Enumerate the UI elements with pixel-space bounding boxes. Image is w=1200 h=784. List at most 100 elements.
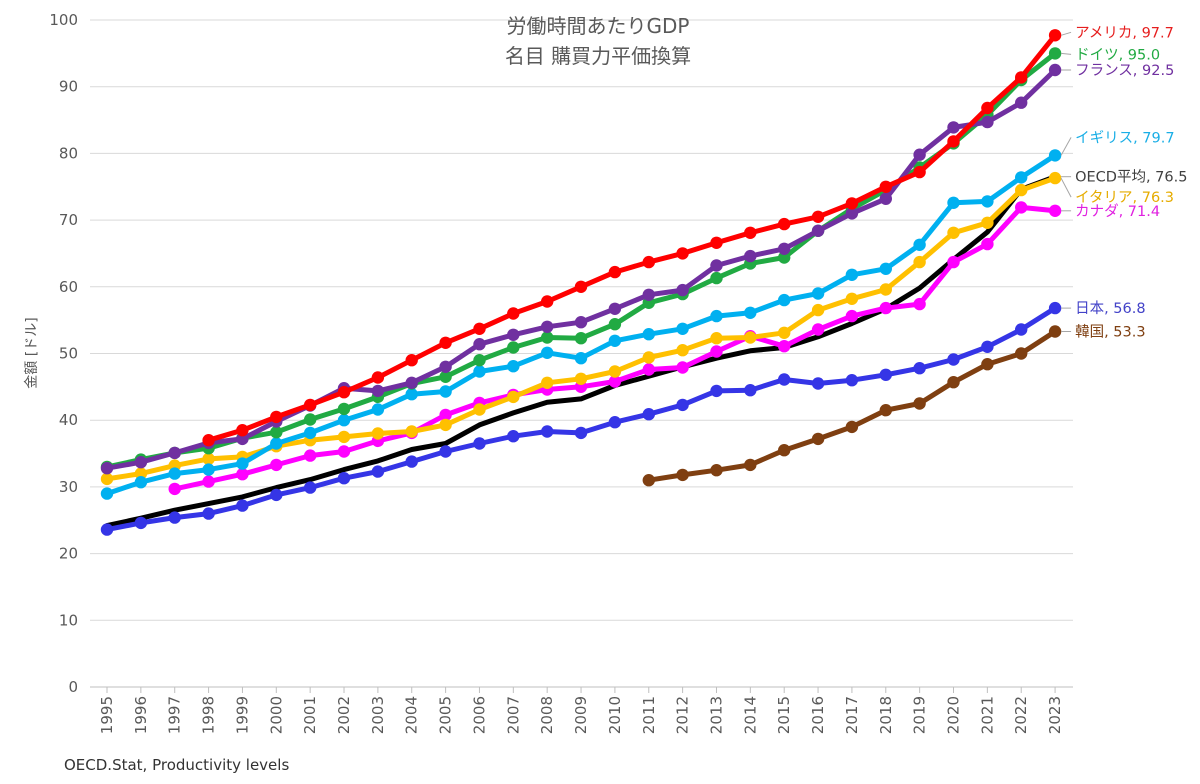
series-end-label: 日本, 56.8 — [1075, 300, 1146, 317]
data-point — [608, 318, 622, 331]
data-point — [811, 303, 825, 317]
x-tick-label: 2012 — [674, 696, 692, 734]
x-axis-ticks: 1995 1996 1997 1998 1999 2000 2001 2002 2003 2004… — [98, 687, 1064, 734]
data-point — [337, 386, 351, 399]
data-point — [642, 408, 655, 421]
x-tick-label: 2011 — [640, 696, 658, 734]
data-point — [744, 384, 757, 397]
y-tick-label: 20 — [59, 545, 78, 563]
data-point — [541, 331, 554, 344]
data-point — [879, 192, 892, 205]
data-point — [981, 216, 994, 229]
data-point — [405, 455, 418, 468]
x-tick-label: 2007 — [504, 696, 522, 734]
x-tick-label: 2009 — [572, 696, 590, 734]
y-tick-label: 90 — [59, 78, 78, 96]
data-point — [608, 365, 622, 378]
y-tick-label: 80 — [59, 144, 78, 162]
y-tick-label: 100 — [49, 11, 78, 29]
data-point — [202, 475, 215, 488]
data-point — [337, 430, 351, 444]
data-point — [879, 180, 892, 193]
data-point — [134, 516, 148, 530]
data-point — [574, 332, 588, 345]
data-point — [676, 283, 689, 297]
x-tick-label: 2019 — [911, 696, 929, 734]
data-point — [710, 236, 723, 249]
data-point — [608, 375, 622, 388]
x-tick-label: 2022 — [1012, 696, 1030, 734]
series-end-label: イタリア, 76.3 — [1075, 189, 1174, 206]
data-point — [236, 424, 249, 437]
data-point — [473, 365, 486, 378]
data-point — [778, 242, 791, 255]
data-point — [642, 288, 655, 301]
data-point — [270, 426, 283, 439]
data-point — [744, 306, 757, 319]
x-tick-label: 2020 — [945, 696, 963, 734]
data-point — [507, 360, 520, 373]
series-5 — [100, 149, 1062, 500]
label-leader-line — [1061, 52, 1072, 55]
data-point — [1048, 29, 1062, 42]
y-tick-label: 50 — [59, 345, 78, 363]
data-point — [134, 476, 148, 489]
data-point — [202, 452, 215, 466]
data-point — [710, 384, 723, 398]
data-point — [676, 468, 689, 482]
data-point — [879, 283, 892, 296]
series-end-labels: OECD平均, 76.5 日本, 56.8 韓国, 53.3 カナダ, 71.4イタリ… — [1060, 25, 1187, 341]
data-point — [270, 488, 283, 502]
series-lines — [100, 29, 1062, 536]
data-point — [100, 487, 114, 500]
chart-title: 労働時間あたりGDP — [507, 14, 690, 38]
data-point — [236, 468, 249, 481]
label-leader-line — [1060, 31, 1072, 36]
series-3 — [168, 201, 1062, 496]
data-point — [947, 226, 960, 239]
data-point — [574, 426, 588, 440]
x-tick-label: 2008 — [538, 696, 556, 734]
data-point — [845, 268, 859, 281]
data-point — [304, 481, 317, 494]
x-tick-label: 2003 — [369, 696, 387, 734]
data-point — [845, 374, 859, 387]
data-point — [337, 472, 351, 485]
data-point — [1015, 183, 1028, 197]
x-tick-label: 2006 — [470, 696, 488, 734]
data-point — [778, 293, 791, 307]
y-tick-label: 70 — [59, 211, 78, 229]
data-point — [778, 326, 791, 339]
x-tick-label: 1995 — [98, 696, 116, 734]
data-point — [744, 226, 757, 239]
data-point — [642, 255, 655, 269]
data-point — [541, 295, 554, 308]
data-point — [676, 247, 689, 260]
data-point — [879, 404, 892, 417]
data-point — [845, 309, 859, 323]
data-point — [371, 384, 385, 398]
data-point — [947, 353, 960, 366]
data-point — [507, 328, 520, 341]
data-point — [811, 210, 825, 223]
data-point — [1048, 149, 1062, 162]
series-8 — [202, 29, 1062, 447]
x-tick-label: 2004 — [403, 696, 421, 734]
data-point — [845, 292, 859, 305]
series-end-label: フランス, 92.5 — [1075, 63, 1174, 79]
data-point — [473, 338, 486, 351]
data-point — [947, 376, 960, 389]
data-point — [405, 425, 418, 438]
data-point — [1048, 171, 1062, 185]
data-point — [1015, 347, 1028, 360]
data-point — [507, 307, 520, 320]
x-tick-label: 2023 — [1046, 696, 1064, 734]
series-end-label: OECD平均, 76.5 — [1075, 169, 1187, 186]
data-point — [913, 362, 926, 375]
y-tick-label: 30 — [59, 478, 78, 496]
series-7 — [100, 63, 1062, 475]
data-point — [337, 445, 351, 458]
data-point — [608, 302, 622, 315]
data-point — [1048, 301, 1062, 315]
